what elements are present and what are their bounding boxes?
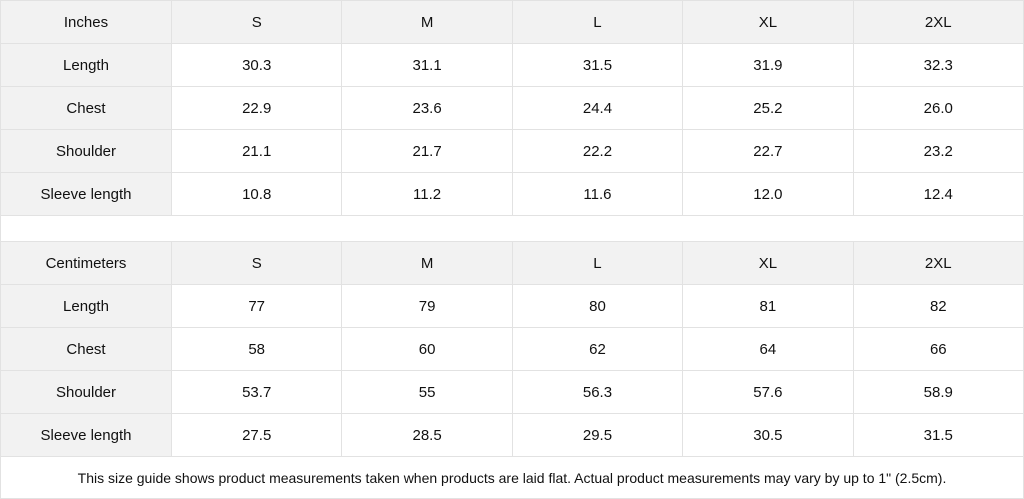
measurement-value: 58.9 (852, 370, 1024, 414)
measurement-value: 79 (341, 284, 513, 328)
measurement-value: 81 (682, 284, 854, 328)
measurement-value: 12.0 (682, 172, 854, 216)
measurement-value: 23.2 (852, 129, 1024, 173)
measurement-value: 22.2 (511, 129, 684, 173)
measurement-label: Sleeve length (0, 413, 172, 457)
measurement-value: 24.4 (511, 86, 684, 130)
table-row: Shoulder 53.7 55 56.3 57.6 58.9 (0, 370, 1024, 414)
measurement-value: 31.5 (852, 413, 1024, 457)
size-header: S (170, 0, 343, 44)
measurement-value: 30.5 (682, 413, 854, 457)
measurement-value: 53.7 (170, 370, 343, 414)
table-row: Length 77 79 80 81 82 (0, 284, 1024, 328)
measurement-value: 30.3 (170, 43, 343, 87)
measurement-value: 12.4 (852, 172, 1024, 216)
unit-label: Inches (0, 0, 172, 44)
measurement-value: 82 (852, 284, 1024, 328)
size-header: XL (682, 241, 854, 285)
measurement-value: 29.5 (511, 413, 684, 457)
measurement-value: 57.6 (682, 370, 854, 414)
measurement-value: 22.9 (170, 86, 343, 130)
measurement-value: 27.5 (170, 413, 343, 457)
table-row: Chest 58 60 62 64 66 (0, 327, 1024, 371)
size-header: M (341, 241, 513, 285)
measurement-value: 10.8 (170, 172, 343, 216)
measurement-value: 21.1 (170, 129, 343, 173)
measurement-value: 66 (852, 327, 1024, 371)
measurement-value: 25.2 (682, 86, 854, 130)
measurement-value: 58 (170, 327, 343, 371)
size-header: 2XL (852, 0, 1024, 44)
section-spacer (0, 215, 1024, 242)
size-header: M (341, 0, 513, 44)
size-header: S (170, 241, 343, 285)
measurement-note: This size guide shows product measuremen… (0, 456, 1024, 499)
size-header: L (511, 0, 684, 44)
size-header: L (511, 241, 684, 285)
measurement-value: 77 (170, 284, 343, 328)
inches-header-row: Inches S M L XL 2XL (0, 0, 1024, 44)
table-row: Sleeve length 27.5 28.5 29.5 30.5 31.5 (0, 413, 1024, 457)
measurement-label: Length (0, 284, 172, 328)
table-row: Shoulder 21.1 21.7 22.2 22.7 23.2 (0, 129, 1024, 173)
measurement-value: 26.0 (852, 86, 1024, 130)
measurement-value: 62 (511, 327, 684, 371)
measurement-value: 55 (341, 370, 513, 414)
measurement-label: Chest (0, 327, 172, 371)
measurement-label: Sleeve length (0, 172, 172, 216)
measurement-value: 23.6 (341, 86, 513, 130)
measurement-value: 80 (511, 284, 684, 328)
measurement-label: Chest (0, 86, 172, 130)
measurement-value: 21.7 (341, 129, 513, 173)
measurement-value: 11.6 (511, 172, 684, 216)
table-row: Sleeve length 10.8 11.2 11.6 12.0 12.4 (0, 172, 1024, 216)
measurement-label: Length (0, 43, 172, 87)
spacer-cell (0, 215, 1024, 242)
unit-label: Centimeters (0, 241, 172, 285)
table-row: Chest 22.9 23.6 24.4 25.2 26.0 (0, 86, 1024, 130)
measurement-value: 11.2 (341, 172, 513, 216)
measurement-value: 56.3 (511, 370, 684, 414)
size-header: 2XL (852, 241, 1024, 285)
measurement-value: 64 (682, 327, 854, 371)
measurement-value: 28.5 (341, 413, 513, 457)
table-row: Length 30.3 31.1 31.5 31.9 32.3 (0, 43, 1024, 87)
measurement-label: Shoulder (0, 370, 172, 414)
centimeters-header-row: Centimeters S M L XL 2XL (0, 241, 1024, 285)
size-header: XL (682, 0, 854, 44)
note-row: This size guide shows product measuremen… (0, 456, 1024, 499)
measurement-value: 31.5 (511, 43, 684, 87)
measurement-value: 31.9 (682, 43, 854, 87)
measurement-value: 32.3 (852, 43, 1024, 87)
measurement-value: 22.7 (682, 129, 854, 173)
measurement-value: 60 (341, 327, 513, 371)
measurement-value: 31.1 (341, 43, 513, 87)
measurement-label: Shoulder (0, 129, 172, 173)
